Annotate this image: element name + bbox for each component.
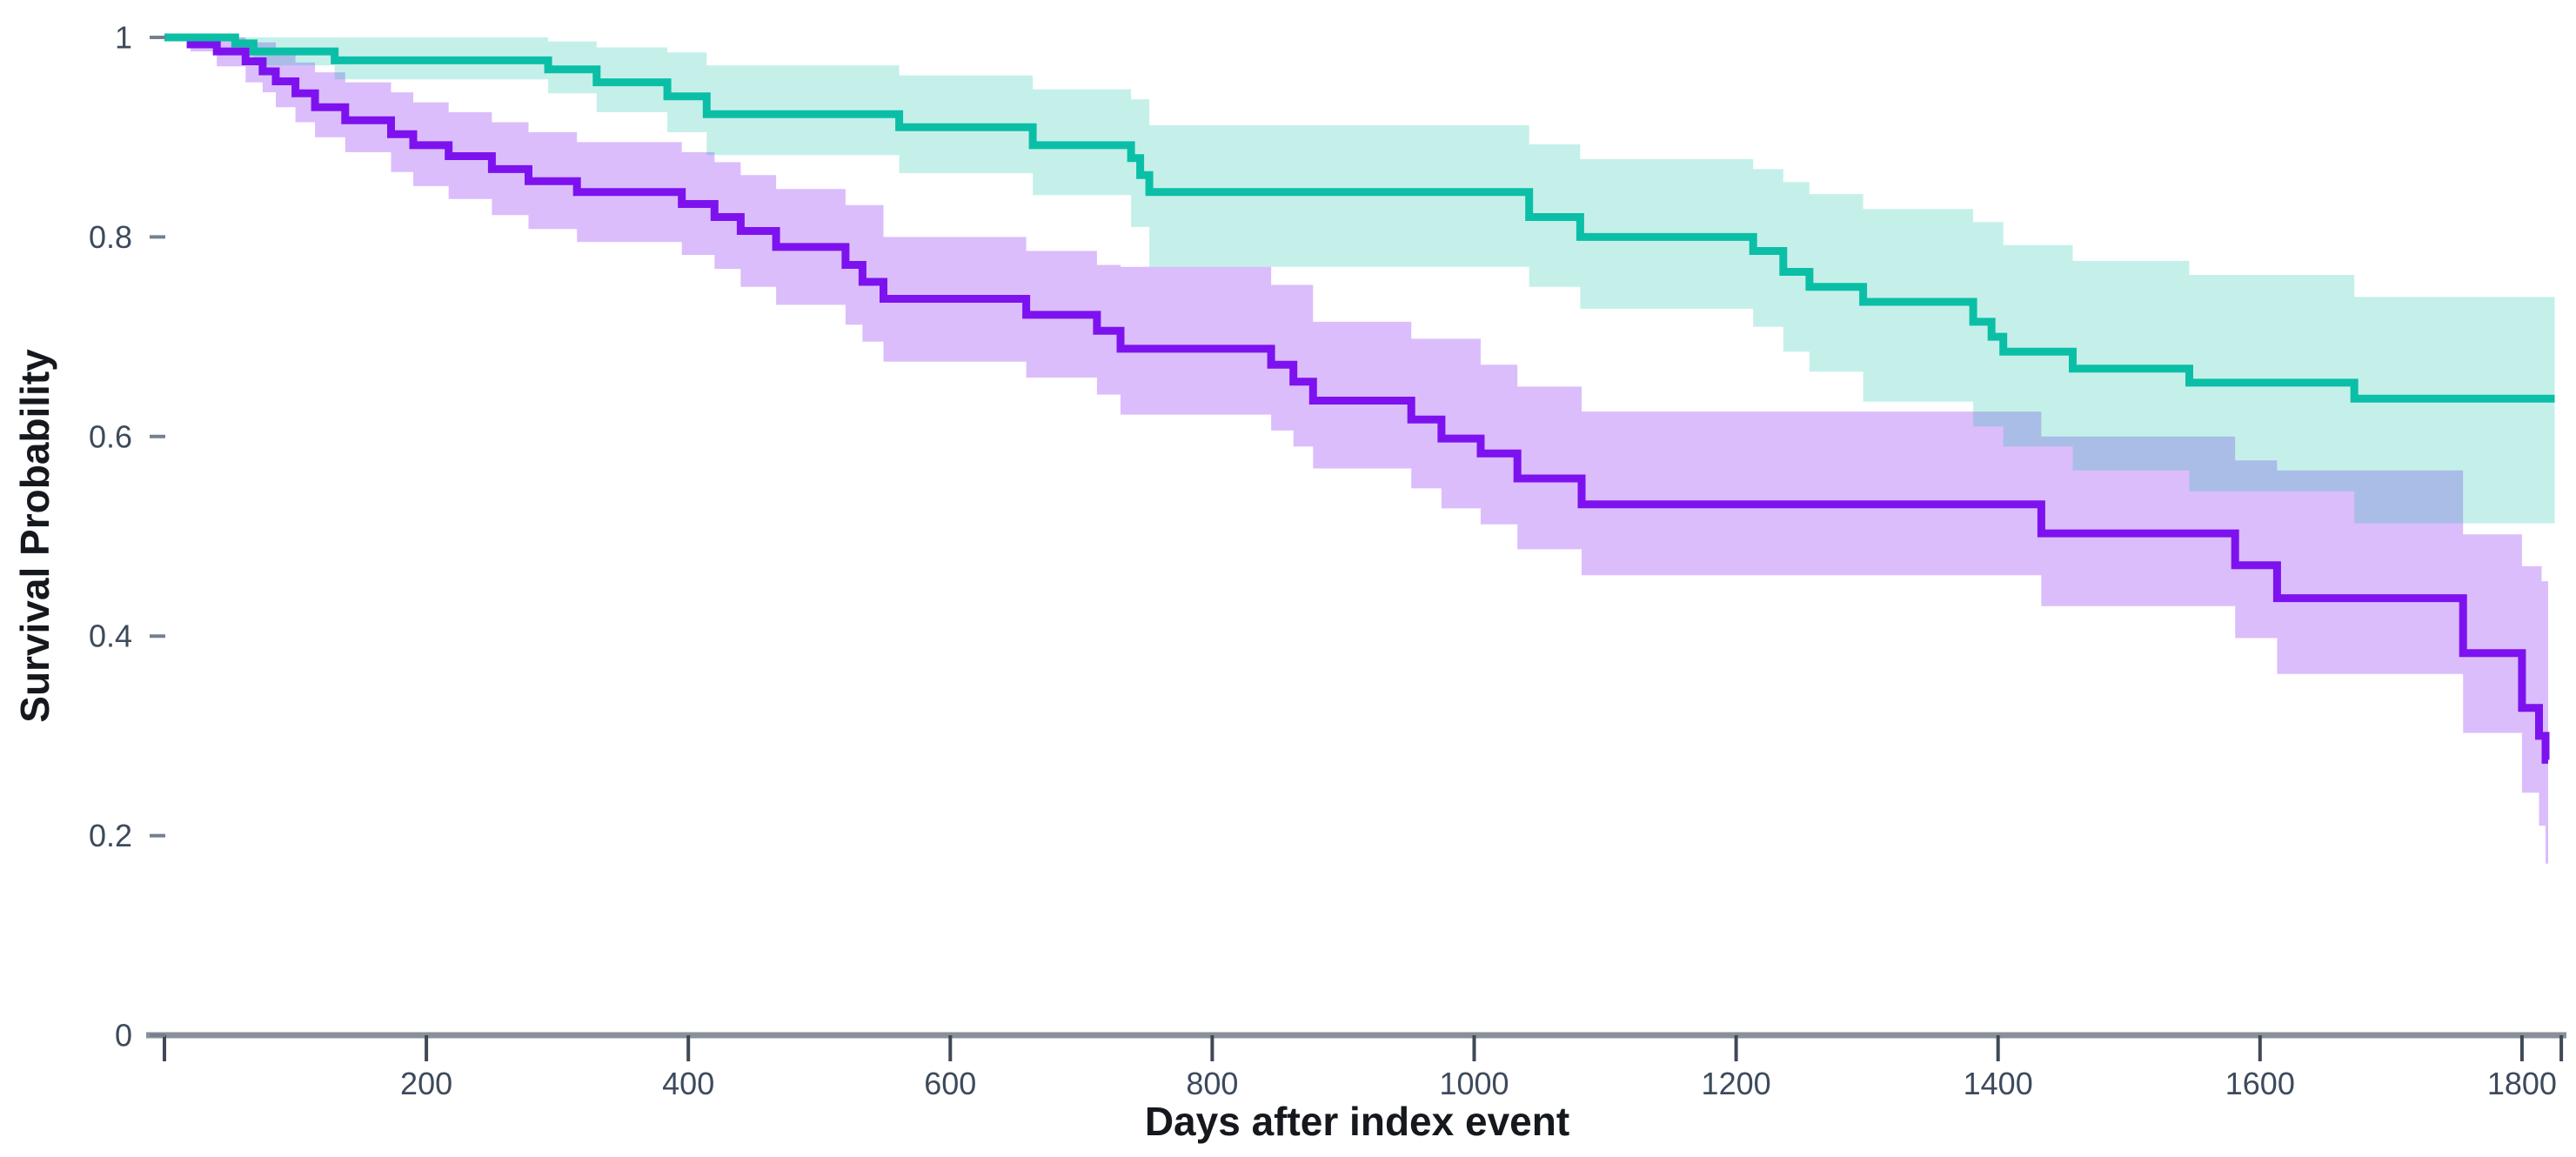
y-tick-label: 1 [115, 20, 132, 56]
purple-survival-curve [164, 33, 2550, 764]
teal-survival-curve [164, 33, 2555, 403]
y-axis-title: Survival Probability [12, 349, 57, 723]
y-tick-label: 0.2 [89, 818, 132, 853]
x-tick-label: 1200 [1702, 1066, 1771, 1101]
axes: 200 400 600 800 1000 1200 1400 1600 1800 1 0.8 0.6 0… [89, 20, 2566, 1101]
x-tick-label: 600 [924, 1066, 976, 1101]
x-tick-label: 800 [1186, 1066, 1238, 1101]
confidence-bands [164, 37, 2555, 864]
survival-curves [164, 33, 2555, 764]
y-tick-label: 0.8 [89, 219, 132, 255]
y-tick-label: 0.4 [89, 619, 132, 654]
teal-ci-band [164, 37, 2555, 524]
y-tick-label: 0 [115, 1018, 132, 1053]
x-axis-title: Days after index event [1145, 1099, 1569, 1144]
purple-ci-band [164, 37, 2548, 864]
y-tick-label: 0.6 [89, 418, 132, 454]
x-tick-label: 1400 [1964, 1066, 2033, 1101]
x-tick-label: 1800 [2487, 1066, 2557, 1101]
x-tick-label: 200 [400, 1066, 452, 1101]
x-tick-label: 400 [662, 1066, 714, 1101]
x-tick-label: 1000 [1439, 1066, 1509, 1101]
x-tick-label: 1600 [2225, 1066, 2295, 1101]
